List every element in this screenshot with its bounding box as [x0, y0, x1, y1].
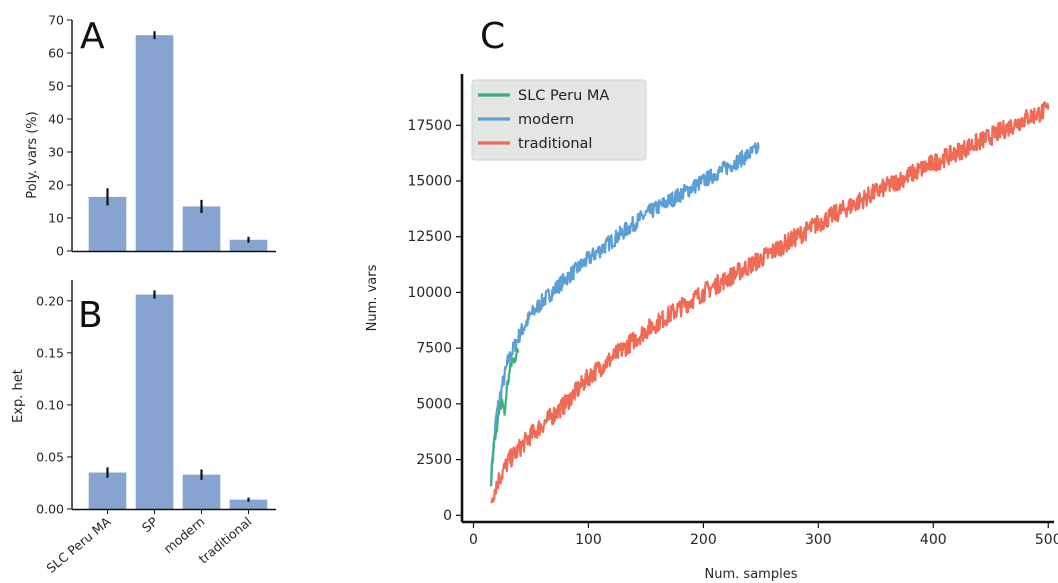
panel-a: 0 10 20 30 40 50 60 70 Poly. vars (%) A [25, 13, 276, 259]
a-axes: 0 10 20 30 40 50 60 70 [48, 13, 276, 259]
legend: SLC Peru MA modern traditional [471, 79, 647, 161]
a-ytick-label: 40 [48, 112, 64, 127]
b-ytick-label: 0.10 [36, 397, 64, 412]
a-ytick-label: 10 [48, 211, 64, 226]
c-ytick-label: 17500 [407, 118, 452, 134]
legend-entry: traditional [518, 136, 592, 152]
b-xtick-label: SP [139, 514, 161, 536]
b-ytick-label: 0.05 [36, 449, 64, 464]
c-ytick-label: 0 [443, 508, 452, 524]
series-line-slc-peru-ma [489, 347, 520, 487]
panel-b: SLC Peru MA SP moderntraditional0.000.050.… [11, 280, 276, 576]
c-xlabel: Num. samples [705, 567, 798, 582]
c-lines [489, 101, 1050, 504]
c-xtick-label: 100 [575, 532, 602, 548]
a-bars [88, 31, 268, 252]
legend-box [471, 79, 647, 161]
b-bar [229, 499, 268, 509]
c-ylabel: Num. vars [365, 264, 380, 331]
a-ytick-label: 50 [48, 79, 64, 94]
b-ytick-label: 0.00 [36, 502, 64, 517]
panel-letter-c: C [480, 16, 505, 57]
c-xtick-label: 500 [1035, 532, 1058, 548]
legend-entry: SLC Peru MA [518, 88, 609, 104]
c-xtick-label: 300 [805, 532, 832, 548]
c-ytick-label: 7500 [416, 341, 452, 357]
a-ytick-label: 30 [48, 145, 64, 160]
a-ytick-label: 60 [48, 46, 64, 61]
c-ytick-label: 10000 [407, 285, 452, 301]
c-xtick-label: 0 [469, 532, 478, 548]
panel-letter-a: A [80, 16, 105, 57]
legend-entry: modern [518, 112, 574, 128]
b-bar [182, 474, 221, 509]
c-axes: 0 2500 5000 7500 10000 12500 15000 17500 0 100 200… [407, 74, 1058, 548]
a-ylabel: Poly. vars (%) [25, 111, 40, 198]
c-xtick-label: 400 [920, 532, 947, 548]
b-xtick-label: SLC Peru MA [43, 514, 113, 576]
a-ytick-label: 70 [48, 13, 64, 28]
c-ytick-label: 12500 [407, 229, 452, 245]
a-bar [88, 196, 127, 251]
b-xtick-label: traditional [196, 514, 255, 567]
panel-c: 0 2500 5000 7500 10000 12500 15000 17500 0 100 200… [365, 16, 1058, 582]
c-ytick-label: 2500 [416, 452, 452, 468]
c-xtick-label: 200 [690, 532, 717, 548]
b-bar [135, 294, 174, 509]
a-ytick-label: 20 [48, 178, 64, 193]
a-bar [229, 239, 268, 251]
a-bar [135, 35, 174, 252]
b-bars [88, 290, 268, 509]
series-line-modern [489, 142, 760, 483]
c-ytick-label: 5000 [416, 396, 452, 412]
b-ylabel: Exp. het [11, 369, 26, 423]
panel-letter-b: B [78, 295, 103, 336]
b-bar [88, 472, 127, 509]
a-ytick-label: 0 [56, 244, 64, 259]
a-bar [182, 206, 221, 251]
series-line-traditional [490, 101, 1050, 504]
b-ytick-label: 0.15 [36, 345, 64, 360]
b-ytick-label: 0.20 [36, 293, 64, 308]
c-ytick-label: 15000 [407, 173, 452, 189]
